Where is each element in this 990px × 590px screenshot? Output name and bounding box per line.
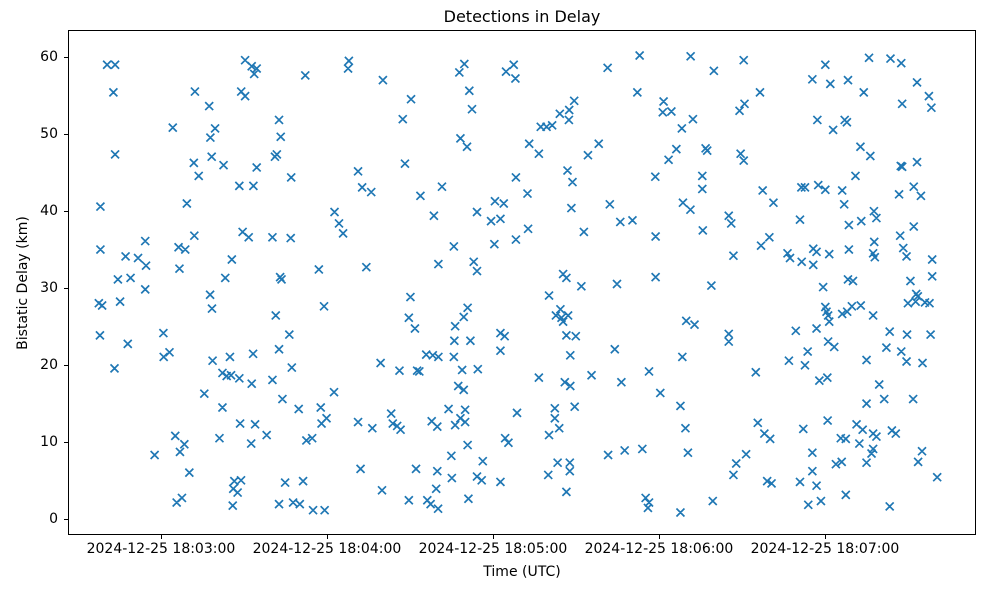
y-tick-mark <box>64 210 68 212</box>
scatter-marker-path <box>94 50 942 518</box>
chart-title: Detections in Delay <box>443 7 601 26</box>
x-tick-mark <box>492 535 494 539</box>
plot-area <box>68 30 976 535</box>
x-tick-label: 2024-12-25 18:06:00 <box>584 541 734 557</box>
scatter-points <box>94 50 942 518</box>
y-tick-label: 60 <box>40 48 58 65</box>
y-tick-mark <box>64 364 68 366</box>
y-tick-mark <box>64 133 68 135</box>
y-tick-label: 40 <box>40 202 58 219</box>
x-tick-label: 2024-12-25 18:03:00 <box>86 541 236 557</box>
y-tick-label: 0 <box>49 510 58 527</box>
x-tick-mark <box>824 535 826 539</box>
y-tick-label: 30 <box>40 279 58 296</box>
y-tick-mark <box>64 518 68 520</box>
x-tick-label: 2024-12-25 18:05:00 <box>418 541 568 557</box>
y-tick-mark <box>64 287 68 289</box>
y-tick-mark <box>64 56 68 58</box>
y-tick-mark <box>64 441 68 443</box>
x-tick-mark <box>326 535 328 539</box>
x-axis-label: Time (UTC) <box>483 564 561 580</box>
x-tick-mark <box>658 535 660 539</box>
y-tick-label: 20 <box>40 356 58 373</box>
y-tick-label: 50 <box>40 125 58 142</box>
x-tick-label: 2024-12-25 18:04:00 <box>252 541 402 557</box>
x-tick-label: 2024-12-25 18:07:00 <box>750 541 900 557</box>
x-tick-mark <box>160 535 162 539</box>
y-tick-label: 10 <box>40 433 58 450</box>
